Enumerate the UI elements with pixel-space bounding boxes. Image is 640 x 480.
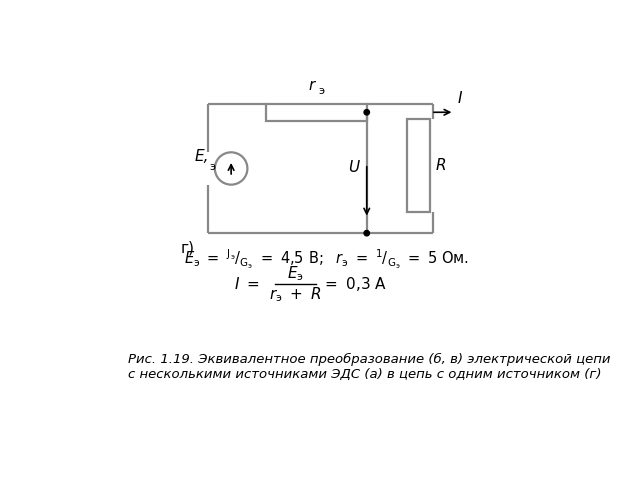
Text: $r_\mathsf{э}\ +\ R$: $r_\mathsf{э}\ +\ R$	[269, 286, 322, 304]
Text: E,: E,	[195, 149, 209, 164]
Circle shape	[364, 109, 369, 115]
Text: $=\ 0{,}3\ \mathsf{А}$: $=\ 0{,}3\ \mathsf{А}$	[322, 275, 387, 293]
Text: R: R	[436, 158, 446, 173]
Text: э: э	[209, 162, 216, 171]
Text: э: э	[318, 86, 324, 96]
Text: U: U	[348, 160, 359, 175]
Text: $I\ =$: $I\ =$	[234, 276, 260, 292]
Text: I: I	[458, 91, 462, 106]
Text: $E_\mathsf{э}\ =\ \mathsf{^{J_э}/_{G_э}}\ =\ 4{,}5\ \mathsf{В;}\ \ r_\mathsf{э}\: $E_\mathsf{э}\ =\ \mathsf{^{J_э}/_{G_э}}…	[184, 248, 469, 271]
Bar	[266, 104, 367, 121]
Text: г): г)	[180, 241, 195, 256]
Bar	[407, 119, 430, 212]
Circle shape	[364, 230, 369, 236]
Text: с несколькими источниками ЭДС (а) в цепь с одним источником (г): с несколькими источниками ЭДС (а) в цепь…	[128, 368, 602, 381]
Text: r: r	[308, 78, 315, 93]
Text: Рис. 1.19. Эквивалентное преобразование (б, в) электрической цепи: Рис. 1.19. Эквивалентное преобразование …	[128, 353, 611, 366]
Text: $E_\mathsf{э}$: $E_\mathsf{э}$	[287, 264, 304, 283]
Circle shape	[215, 152, 248, 185]
